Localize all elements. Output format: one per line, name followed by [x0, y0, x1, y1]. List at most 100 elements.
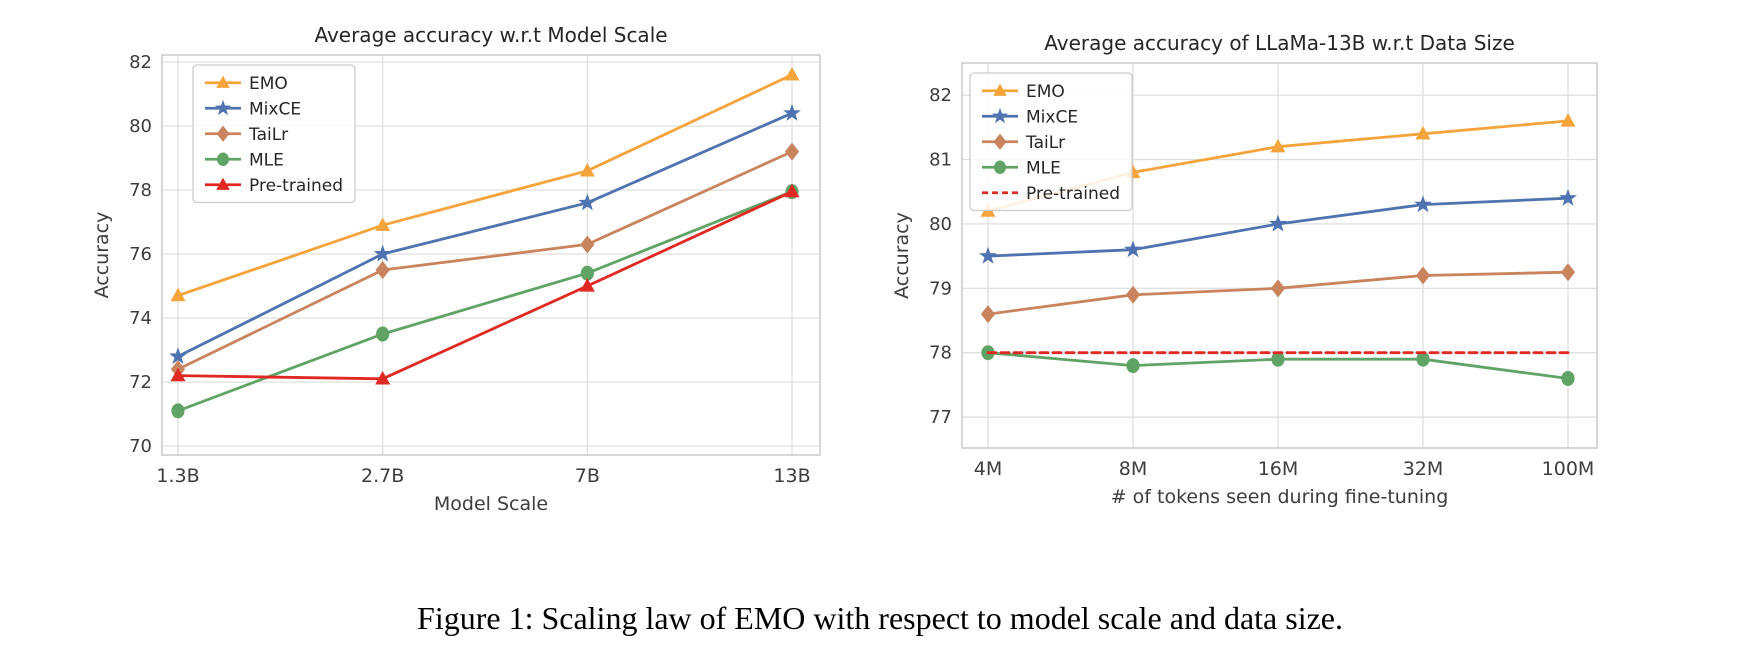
y-axis-label: Accuracy [91, 212, 113, 299]
series-Pre-trained [170, 183, 800, 385]
y-tick-label: 78 [129, 180, 152, 201]
legend: EMO MixCE TaiLr MLE Pre-trained [969, 72, 1133, 212]
chart-title: Average accuracy of LLaMa-13B w.r.t Data… [1044, 31, 1515, 55]
y-tick-label: 79 [929, 278, 952, 299]
line-MLE [176, 190, 794, 413]
marker-MLE [1271, 351, 1285, 367]
marker-MixCE [169, 347, 187, 365]
legend-box [969, 72, 1133, 212]
x-tick-label: 2.7B [361, 465, 404, 487]
x-axis-label: Model Scale [434, 493, 548, 515]
legend-label: MLE [249, 150, 284, 170]
marker-MLE [1126, 358, 1140, 374]
line-TaiLr [176, 150, 794, 371]
legend-label: EMO [1026, 82, 1065, 102]
legend-label: TaiLr [248, 125, 288, 145]
legend-label: MixCE [1026, 107, 1078, 127]
x-tick-label: 16M [1258, 458, 1299, 480]
legend-marker-TaiLr [993, 133, 1007, 150]
line-Pre-trained [176, 190, 794, 381]
marker-TaiLr [784, 142, 800, 161]
legend-marker-MLE [217, 152, 229, 167]
legend-item-Pre-trained: Pre-trained [205, 176, 343, 196]
legend-label: TaiLr [1025, 133, 1065, 153]
marker-EMO [1415, 125, 1431, 140]
marker-TaiLr [1415, 266, 1431, 285]
legend-box [192, 64, 356, 204]
marker-MixCE [373, 244, 392, 262]
marker-MixCE [1559, 188, 1577, 206]
right-chart-data-size: 77 78 79 80 81 82 4M 8M 16M 32M 100M Average accura… [891, 31, 1598, 508]
series-MixCE [979, 188, 1577, 264]
legend-item-TaiLr: TaiLr [982, 133, 1065, 153]
x-tick-label: 7B [575, 465, 600, 487]
legend-marker-Pre-trained [216, 177, 230, 190]
marker-Pre-trained [579, 278, 595, 292]
marker-EMO [1270, 138, 1286, 153]
marker-MLE [580, 265, 594, 281]
series-TaiLr [170, 142, 800, 379]
legend-label: Pre-trained [249, 176, 343, 196]
series-MLE [171, 184, 799, 419]
legend-label: Pre-trained [1026, 184, 1120, 204]
legend: EMO MixCE TaiLr MLE Pre-trained [192, 64, 356, 204]
legend-marker-EMO [993, 83, 1007, 96]
y-tick-label: 72 [129, 372, 152, 393]
x-tick-label: 13B [773, 465, 810, 487]
marker-MixCE [1269, 214, 1287, 232]
marker-MixCE [1124, 240, 1142, 258]
marker-Pre-trained [170, 367, 186, 382]
marker-MLE [1561, 370, 1575, 386]
y-tick-label: 76 [129, 244, 152, 265]
series-EMO [170, 66, 800, 302]
marker-EMO [375, 217, 391, 231]
legend-label: EMO [249, 74, 288, 94]
marker-EMO [1560, 113, 1576, 127]
marker-TaiLr [1125, 285, 1141, 304]
legend-label: MLE [1026, 158, 1061, 178]
legend-item-TaiLr: TaiLr [205, 125, 288, 145]
x-tick-label: 4M [974, 458, 1002, 480]
legend-item-EMO: EMO [982, 82, 1065, 102]
y-tick-label: 74 [129, 308, 152, 329]
marker-TaiLr [980, 305, 996, 324]
legend-marker-MixCE [214, 99, 232, 116]
marker-MLE [171, 403, 185, 419]
x-tick-label: 1.3B [156, 465, 199, 487]
left-chart-model-scale: 70 72 74 76 78 80 82 1.3B 2.7B 7B 13B Average accur… [91, 23, 821, 515]
marker-MixCE [578, 193, 597, 211]
legend-item-EMO: EMO [205, 74, 288, 94]
legend-item-Pre-trained: Pre-trained [982, 184, 1120, 204]
marker-EMO [170, 287, 186, 302]
marker-TaiLr [580, 235, 595, 254]
marker-TaiLr [1270, 279, 1286, 298]
marker-TaiLr [375, 261, 390, 280]
y-tick-label: 82 [929, 85, 952, 106]
y-tick-label: 77 [929, 407, 952, 428]
series-TaiLr [980, 263, 1576, 324]
legend-item-MixCE: MixCE [205, 99, 301, 119]
plot-border [961, 62, 1598, 449]
gridlines [162, 55, 820, 455]
legend-marker-EMO [216, 75, 230, 88]
marker-MixCE [783, 103, 801, 121]
marker-MixCE [1414, 195, 1432, 213]
plot-border [161, 54, 821, 456]
marker-EMO [579, 162, 595, 177]
marker-MLE [376, 326, 390, 342]
legend-item-MLE: MLE [982, 158, 1061, 178]
line-EMO [176, 73, 794, 297]
legend-marker-MLE [994, 160, 1006, 175]
y-tick-label: 81 [929, 150, 952, 171]
x-tick-label: 100M [1542, 458, 1595, 480]
chart-title: Average accuracy w.r.t Model Scale [314, 23, 667, 47]
line-MixCE [176, 111, 794, 358]
y-tick-label: 80 [929, 214, 952, 235]
figure-caption: Figure 1: Scaling law of EMO with respec… [417, 600, 1343, 636]
marker-Pre-trained [375, 370, 391, 385]
y-tick-label: 82 [129, 52, 152, 73]
legend-label: MixCE [249, 99, 301, 119]
x-axis-label: # of tokens seen during fine-tuning [1111, 486, 1449, 508]
x-tick-label: 32M [1403, 458, 1444, 480]
